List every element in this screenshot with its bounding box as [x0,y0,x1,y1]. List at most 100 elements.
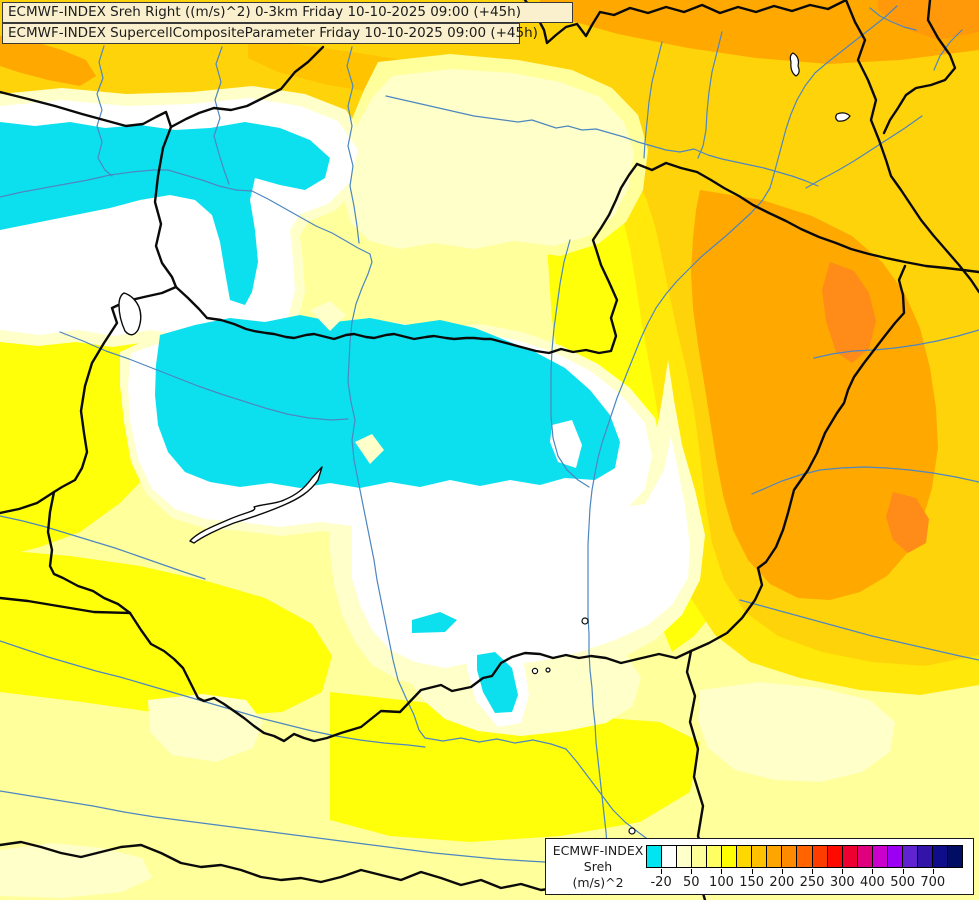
legend-swatch [782,846,798,867]
map-title-line2: ECMWF-INDEX SupercellCompositeParameter … [2,23,538,44]
legend-swatch [842,846,858,867]
legend-swatch [707,846,723,867]
legend-tick-mark [842,869,844,874]
legend-swatch [812,846,828,867]
border-austria-slovenia [0,490,56,515]
lake-small-ne [835,112,851,122]
cyan-patch-south-1 [412,612,457,633]
border-slovakia-hungary [174,162,639,355]
legend-tick-mark [932,869,934,874]
border-slovakia-poland [523,0,848,45]
orange-region-topleft [0,36,96,86]
legend-tick-label: 100 [709,875,734,890]
river-raba [59,331,349,421]
river-vah [213,46,230,185]
border-hungary-romania [689,264,907,653]
lake-ferto [118,292,142,336]
river-tisza [587,5,898,846]
rivers [0,5,979,863]
legend-tick-mark [721,869,723,874]
orange-region-east [691,190,938,600]
river-danube [0,169,663,850]
legend-swatch [902,846,918,867]
legend-tick-label: 50 [683,875,700,890]
lake-small-south-4 [628,827,636,835]
legend-swatch [932,846,948,867]
border-hungary-ukraine [635,161,979,274]
cream-hole-in-cyan-1 [310,301,346,331]
lake-small-south-1 [581,617,589,625]
river-sajo [643,41,663,159]
legend-tick-mark [751,869,753,874]
legend-title-block: ECMWF-INDEX Sreh (m/s)^2 [550,843,646,891]
legend-swatch [692,846,708,867]
legend-swatch [797,846,813,867]
legend-tick-mark [661,869,663,874]
legend-tick-label: 400 [860,875,885,890]
legend-swatch [917,846,933,867]
river-mura [0,515,206,580]
legend-title-model: ECMWF-INDEX [552,843,644,858]
border-croatia-bosnia [0,840,558,892]
river-koros [813,329,979,359]
legend-tick-mark [812,869,814,874]
lake-tisza-to [789,52,800,77]
river-zagyva [550,239,590,488]
border-slovenia-hungary [46,490,132,615]
river-szamos [805,115,923,189]
legend-tick-label: 300 [829,875,855,890]
lakes [118,52,851,835]
legend-swatch [662,846,678,867]
legend-swatch [872,846,888,867]
cyan-region-central [155,315,620,488]
legend-swatch [887,846,903,867]
orange-region-top [540,0,979,64]
legend-tick-label: -20 [650,875,672,890]
yellow-region-southwest [0,550,332,716]
border-czech-austria [0,90,173,129]
river-ne-corner-1 [869,7,917,31]
color-scale-legend: ECMWF-INDEX Sreh (m/s)^2 -20 50 100 150 200 2… [545,838,974,895]
map-title-line1: ECMWF-INDEX Sreh Right ((m/s)^2) 0-3km F… [2,2,573,23]
river-hron [346,46,360,244]
cyan-region-north [0,122,330,305]
border-slovenia-croatia [0,596,132,615]
legend-swatch [647,846,663,867]
legend-swatch [947,846,962,867]
yellow-region-south [330,692,700,842]
legend-swatch [752,846,768,867]
legend-swatch [677,846,693,867]
lake-balaton [189,466,323,544]
river-drava [0,640,426,748]
legend-swatch [722,846,738,867]
legend-swatch [827,846,843,867]
legend-tick-mark [781,869,783,874]
cream-region-bottomleft [0,843,152,898]
dark-orange-core-2 [886,492,929,553]
cyan-patch-south-2 [477,652,518,713]
legend-tick-mark [691,869,693,874]
river-maros [751,466,979,495]
legend-tick-mark [902,869,904,874]
legend-tick-mark [872,869,874,874]
legend-swatch [857,846,873,867]
legend-swatch [767,846,783,867]
legend-tick-label: 250 [799,875,825,890]
legend-tick-label: 700 [920,875,946,890]
cream-hole-in-cyan-2 [355,434,384,464]
river-bega [739,599,979,661]
legend-tick-label: 200 [769,875,795,890]
legend-title-units: (m/s)^2 [572,875,624,890]
lake-small-south-2 [531,667,539,675]
legend-title-parameter: Sreh [583,859,613,874]
border-ukraine-romania [844,0,979,294]
river-north-tributary [385,95,819,187]
dark-orange-core-1 [822,262,876,363]
river-sava [0,790,546,863]
cream-region-north-central [343,69,634,249]
legend-tick-label: 150 [739,875,765,890]
